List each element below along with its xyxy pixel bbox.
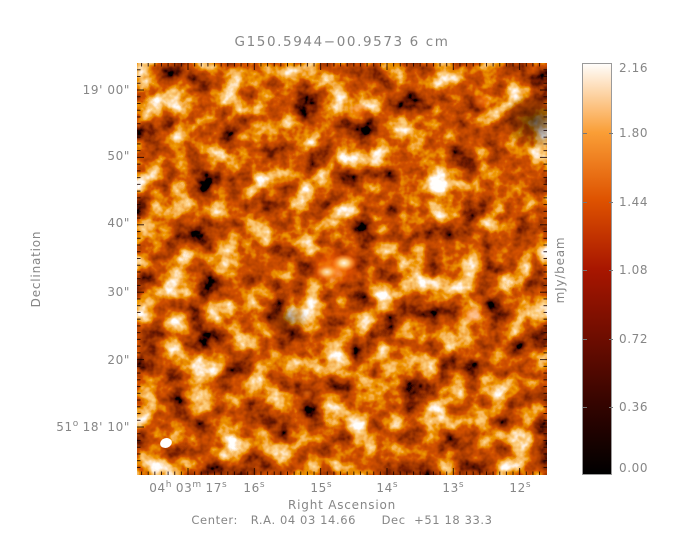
plot-title: G150.5944−00.9573 6 cm	[234, 34, 450, 50]
heatmap-plot	[137, 63, 547, 475]
orange-blob	[461, 306, 485, 324]
heatmap-image	[137, 63, 547, 475]
colorbar-tick-label: 1.44	[619, 195, 649, 209]
x-tick-label: 13s	[442, 480, 464, 496]
colorbar-tick-mark	[609, 202, 613, 203]
x-tick-label: 14s	[376, 480, 398, 496]
y-tick-label: 20"	[107, 353, 130, 367]
colorbar-tick-label: 0.00	[619, 461, 649, 475]
beam-ellipse	[160, 438, 172, 448]
colorbar-tick-mark	[609, 407, 613, 408]
colorbar-tick-mark	[583, 339, 587, 340]
colorbar-tick-label: 1.08	[619, 263, 649, 277]
center-coordinates-caption: Center: R.A. 04 03 14.66 Dec +51 18 33.3	[191, 513, 493, 527]
x-axis-label: Right Ascension	[288, 498, 396, 512]
colorbar-tick-mark	[583, 407, 587, 408]
colorbar-tick-mark	[583, 202, 587, 203]
colorbar-tick-label: 0.36	[619, 400, 649, 414]
colorbar-tick-mark	[583, 270, 587, 271]
colorbar-tick-mark	[609, 270, 613, 271]
dark-patch	[501, 93, 547, 149]
colorbar-tick-mark	[609, 339, 613, 340]
central-source-core	[332, 254, 356, 272]
orange-blob	[470, 93, 492, 109]
colorbar-unit-label: mJy/beam	[553, 236, 567, 304]
colorbar-tick-mark	[583, 133, 587, 134]
colorbar	[582, 63, 612, 475]
y-tick-label: 30"	[107, 285, 130, 299]
y-tick-label: 51o 18' 10"	[56, 419, 130, 435]
y-tick-label: 19' 00"	[82, 83, 130, 97]
x-tick-label: 15s	[310, 480, 332, 496]
colorbar-tick-mark	[609, 133, 613, 134]
dark-patch	[265, 303, 309, 335]
colorbar-tick-label: 0.72	[619, 332, 649, 346]
x-tick-label: 12s	[509, 480, 531, 496]
colorbar-tick-label: 1.80	[619, 126, 649, 140]
central-source-core	[316, 264, 338, 280]
y-tick-label: 50"	[107, 149, 130, 163]
axis-ticks	[137, 63, 547, 475]
x-tick-label: 04h 03m 17s	[149, 480, 227, 496]
x-tick-label: 16s	[243, 480, 265, 496]
orange-blob	[348, 103, 370, 119]
y-tick-label: 40"	[107, 216, 130, 230]
orange-blob	[297, 385, 317, 401]
colorbar-tick-label: 2.16	[619, 61, 649, 75]
